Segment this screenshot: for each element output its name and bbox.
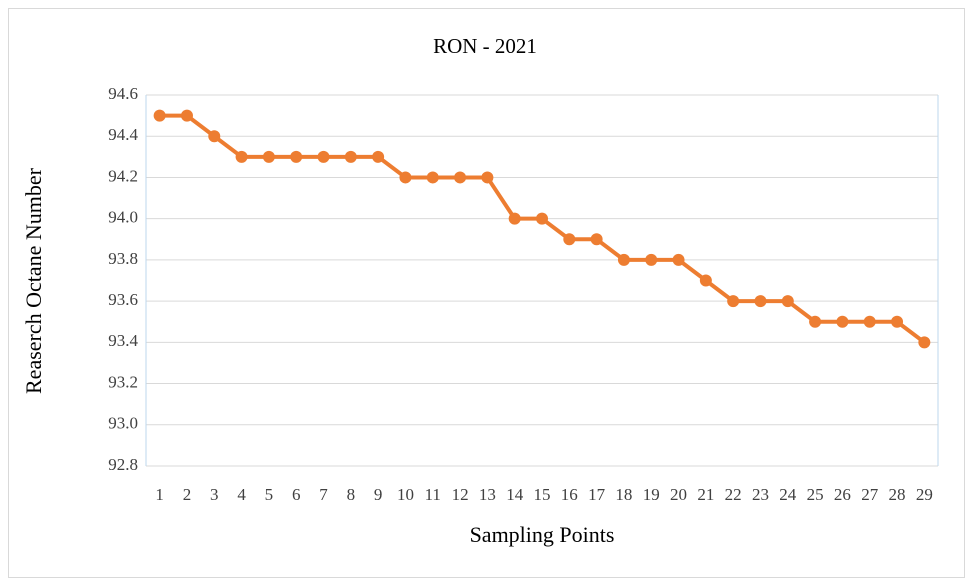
data-point: [863, 315, 876, 328]
data-point: [372, 150, 385, 163]
data-point: [508, 212, 521, 225]
data-point: [727, 295, 740, 308]
data-point: [617, 253, 630, 266]
x-tick-label: 25: [807, 485, 824, 504]
data-point: [180, 109, 193, 122]
x-tick-label: 23: [752, 485, 769, 504]
data-point: [481, 171, 494, 184]
y-tick-label: 93.4: [108, 331, 138, 350]
data-point: [317, 150, 330, 163]
data-point: [754, 295, 767, 308]
x-tick-label: 19: [643, 485, 660, 504]
y-tick-label: 93.0: [108, 414, 138, 433]
y-tick-label: 94.4: [108, 125, 138, 144]
data-point: [918, 336, 931, 349]
x-tick-label: 28: [889, 485, 906, 504]
chart-border: [8, 8, 965, 578]
x-tick-label: 21: [697, 485, 714, 504]
x-tick-label: 12: [452, 485, 469, 504]
y-tick-label: 93.6: [108, 290, 138, 309]
x-tick-label: 22: [725, 485, 742, 504]
data-point: [344, 150, 357, 163]
y-tick-label: 94.2: [108, 166, 138, 185]
chart-title: RON - 2021: [433, 34, 537, 58]
x-tick-label: 8: [347, 485, 356, 504]
x-tick-label: 10: [397, 485, 414, 504]
x-tick-label: 5: [265, 485, 274, 504]
x-tick-label: 17: [588, 485, 606, 504]
x-tick-label: 20: [670, 485, 687, 504]
y-tick-label: 94.0: [108, 208, 138, 227]
data-point: [426, 171, 439, 184]
y-tick-label: 92.8: [108, 455, 138, 474]
y-axis-title: Reaserch Octane Number: [21, 167, 46, 394]
x-tick-label: 16: [561, 485, 578, 504]
x-tick-label: 24: [779, 485, 797, 504]
x-tick-label: 15: [534, 485, 551, 504]
data-point: [672, 253, 685, 266]
data-point: [290, 150, 303, 163]
data-point: [590, 233, 603, 246]
x-tick-label: 2: [183, 485, 192, 504]
x-tick-label: 3: [210, 485, 219, 504]
x-tick-label: 13: [479, 485, 496, 504]
x-tick-label: 26: [834, 485, 851, 504]
data-point: [454, 171, 467, 184]
x-tick-label: 6: [292, 485, 301, 504]
x-tick-label: 18: [615, 485, 632, 504]
x-tick-label: 29: [916, 485, 933, 504]
data-point: [399, 171, 412, 184]
data-point: [536, 212, 548, 225]
data-point: [891, 315, 904, 328]
x-tick-label: 27: [861, 485, 879, 504]
x-tick-label: 1: [155, 485, 164, 504]
data-point: [262, 150, 275, 163]
x-tick-label: 11: [425, 485, 441, 504]
x-axis-title: Sampling Points: [470, 522, 615, 547]
data-point: [836, 315, 849, 328]
y-tick-label: 93.2: [108, 372, 138, 391]
data-point: [809, 315, 822, 328]
data-point: [563, 233, 576, 246]
y-tick-label: 93.8: [108, 249, 138, 268]
data-point: [699, 274, 712, 287]
data-point: [781, 295, 794, 308]
data-point: [235, 150, 248, 163]
x-tick-label: 14: [506, 485, 524, 504]
x-tick-label: 9: [374, 485, 383, 504]
x-tick-label: 7: [319, 485, 328, 504]
data-point: [645, 253, 658, 266]
y-tick-label: 94.6: [108, 84, 138, 103]
data-point: [153, 109, 166, 122]
data-point: [208, 130, 221, 143]
x-tick-label: 4: [237, 485, 246, 504]
